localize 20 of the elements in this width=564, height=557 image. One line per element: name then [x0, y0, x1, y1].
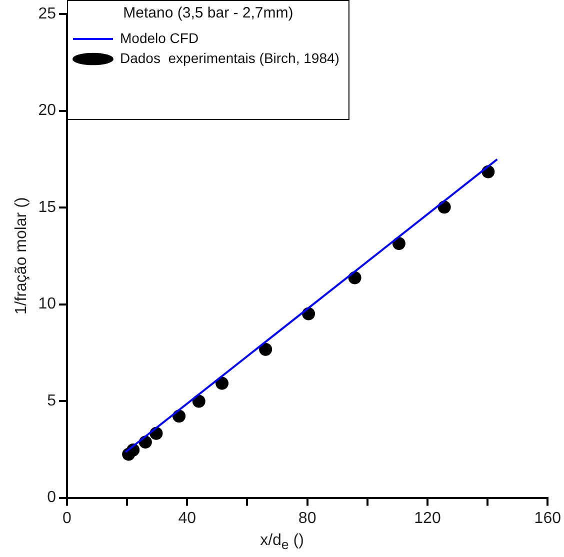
legend-label: Modelo CFD: [120, 30, 199, 46]
point: [192, 394, 206, 408]
x-tick-label: 120: [414, 510, 441, 527]
y-axis-title: 1/fração molar (): [13, 197, 30, 315]
point: [392, 237, 406, 250]
legend-title: Metano (3,5 bar - 2,7mm): [123, 4, 294, 22]
y-tick-label: 10: [38, 296, 56, 313]
x-tick-label: 0: [62, 510, 72, 527]
point: [216, 376, 229, 390]
y-tick-label: 25: [38, 5, 56, 22]
x-axis-title: x/d$_{e}$ (): [259, 532, 305, 552]
y-tick-label: 0: [47, 489, 56, 506]
x-tick-label: 40: [178, 510, 196, 527]
y-tick-label: 20: [38, 102, 56, 120]
point: [259, 342, 272, 356]
legend-label: Dados experimentais (Birch, 1984): [120, 50, 340, 66]
x-tick-label: 80: [298, 510, 316, 527]
y-tick-label: 5: [47, 392, 56, 410]
y-tick-label: 15: [38, 198, 56, 216]
x-tick-label: 160: [534, 510, 562, 527]
